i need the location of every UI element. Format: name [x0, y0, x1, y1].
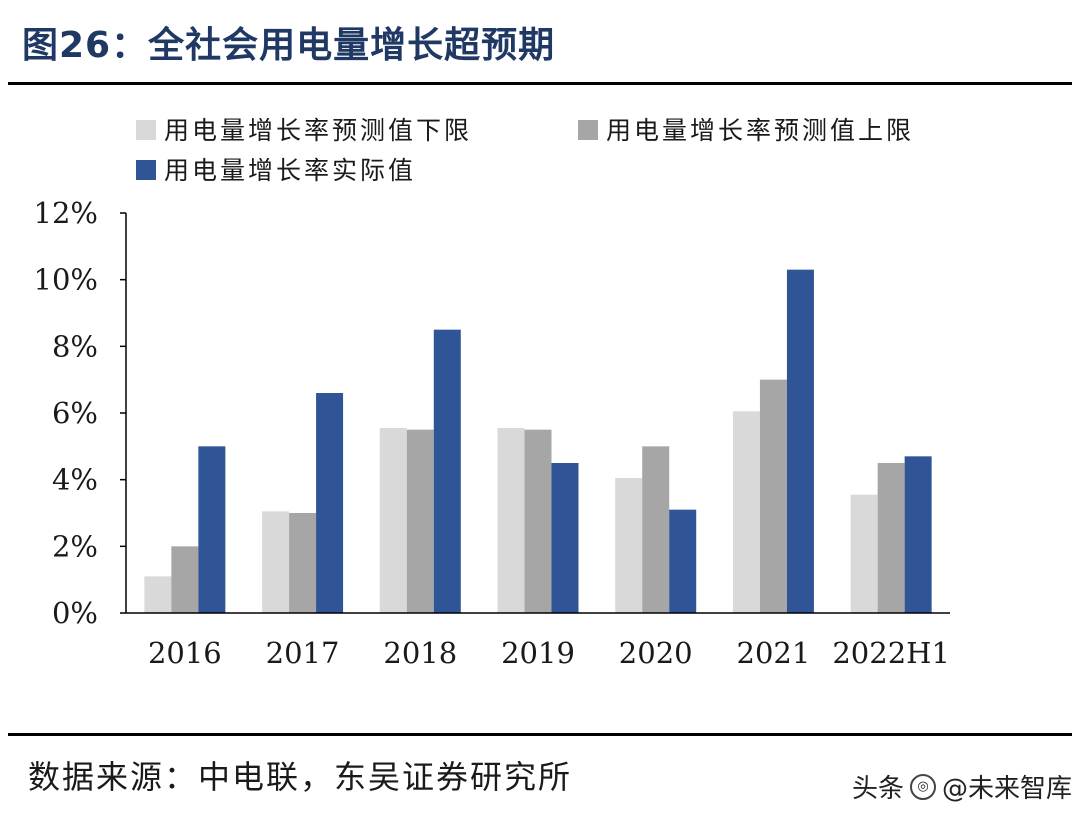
y-tick-label: 12% [34, 196, 98, 230]
watermark-platform: 头条 [852, 774, 905, 804]
bar-2022H1-series-2 [877, 463, 905, 613]
bar-2021-series-3 [786, 269, 814, 613]
x-tick-label: 2021 [737, 636, 811, 670]
source-note: 数据来源：中电联，东吴证券研究所 [28, 758, 573, 796]
bar-2016-series-3 [198, 446, 226, 613]
bar-2018-series-2 [406, 429, 434, 613]
x-tick-label: 2016 [148, 636, 222, 670]
bar-2020-series-2 [642, 446, 670, 613]
bar-2021-series-1 [732, 411, 760, 613]
bar-2019-series-2 [524, 429, 552, 613]
y-axis: 0% 2% 4% 6% 8% 10% 12% [34, 196, 127, 630]
x-tick-label: 2020 [619, 636, 693, 670]
bottom-rule [8, 733, 1072, 736]
figure-title: 图26：全社会用电量增长超预期 [22, 25, 556, 66]
x-tick-label: 2022H1 [832, 636, 950, 670]
legend-label-1: 用电量增长率预测值下限 [164, 116, 472, 145]
bar-2019-series-1 [497, 428, 525, 613]
y-tick-label: 6% [52, 396, 98, 430]
bar-2017-series-1 [262, 511, 290, 613]
y-tick-label: 8% [52, 329, 98, 363]
bar-2020-series-3 [669, 509, 697, 613]
y-tick-label: 4% [52, 463, 98, 497]
y-tick-label: 10% [34, 263, 98, 297]
x-tick-label: 2019 [501, 636, 575, 670]
legend-swatch-3 [136, 160, 156, 180]
bar-2018-series-3 [433, 329, 461, 613]
legend-swatch-2 [578, 120, 598, 140]
x-tick-label: 2017 [266, 636, 340, 670]
watermark: 头条 ◎ @未来智库 [852, 768, 1072, 805]
bar-2017-series-2 [289, 513, 317, 613]
legend-label-3: 用电量增长率实际值 [164, 156, 416, 185]
watermark-logo-icon: ◎ [910, 773, 937, 800]
legend-label-2: 用电量增长率预测值上限 [606, 116, 914, 145]
y-tick-label: 2% [52, 529, 98, 563]
watermark-handle: @未来智库 [942, 774, 1073, 804]
bar-2017-series-3 [316, 393, 344, 613]
bar-2018-series-1 [379, 428, 407, 613]
bar-2022H1-series-3 [904, 456, 932, 613]
bars [144, 269, 932, 613]
bar-2022H1-series-1 [850, 494, 878, 613]
x-axis: 2016 2017 2018 2019 2020 2021 2022H1 [126, 612, 950, 670]
bar-2016-series-2 [171, 546, 199, 613]
bar-2021-series-2 [759, 379, 787, 613]
x-tick-label: 2018 [383, 636, 457, 670]
legend-swatch-1 [136, 120, 156, 140]
bar-2016-series-1 [144, 576, 172, 613]
bar-2020-series-1 [615, 478, 643, 613]
bar-2019-series-3 [551, 463, 579, 613]
y-tick-label: 0% [52, 596, 98, 630]
top-rule [8, 82, 1072, 85]
